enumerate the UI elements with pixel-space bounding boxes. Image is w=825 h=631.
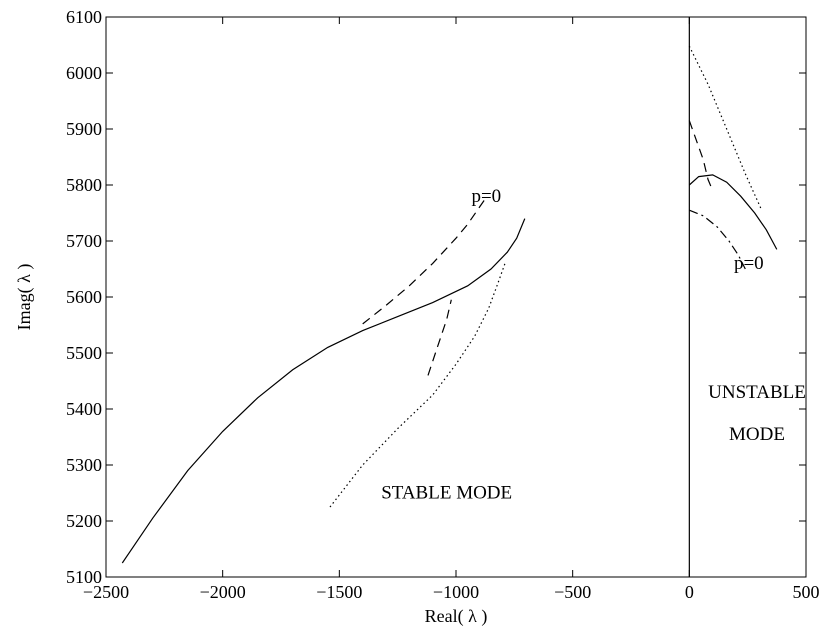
y-tick-label: 5500 bbox=[66, 343, 102, 363]
series-line-dashed-5 bbox=[688, 120, 713, 189]
x-tick-label: −2500 bbox=[83, 582, 129, 602]
x-tick-label: 500 bbox=[793, 582, 820, 602]
x-tick-label: 0 bbox=[685, 582, 694, 602]
y-tick-label: 5900 bbox=[66, 119, 102, 139]
annotation-0: p=0 bbox=[471, 186, 501, 207]
x-tick-label: −1500 bbox=[316, 582, 362, 602]
series-line-solid-0 bbox=[121, 218, 526, 564]
series-line-dotted-3 bbox=[329, 263, 506, 508]
y-tick-label: 6000 bbox=[66, 63, 102, 83]
y-tick-label: 5800 bbox=[66, 175, 102, 195]
y-tick-label: 6100 bbox=[66, 7, 102, 27]
y-axis-label: Imag( λ ) bbox=[14, 264, 35, 331]
annotations-group: p=0 p=0 STABLE MODE UNSTABLE MODE bbox=[381, 186, 806, 504]
y-tick-label: 5200 bbox=[66, 511, 102, 531]
series-line-dashed-2 bbox=[427, 299, 452, 376]
annotation-4: MODE bbox=[729, 424, 785, 445]
x-axis-label: Real( λ ) bbox=[425, 606, 488, 627]
labels-group: Real( λ ) Imag( λ ) bbox=[14, 264, 487, 627]
series-line-solid-4 bbox=[688, 174, 778, 250]
y-tick-label: 5300 bbox=[66, 455, 102, 475]
y-tick-label: 5700 bbox=[66, 231, 102, 251]
x-tick-label: −500 bbox=[554, 582, 591, 602]
y-tick-label: 5400 bbox=[66, 399, 102, 419]
annotation-2: STABLE MODE bbox=[381, 483, 512, 504]
annotation-3: UNSTABLE bbox=[708, 382, 806, 403]
x-tick-label: −1000 bbox=[433, 582, 479, 602]
y-tick-label: 5600 bbox=[66, 287, 102, 307]
y-tick-label: 5100 bbox=[66, 567, 102, 587]
series-line-dashdot-6 bbox=[689, 209, 746, 270]
x-tick-label: −2000 bbox=[200, 582, 246, 602]
annotation-1: p=0 bbox=[734, 253, 764, 274]
axis-ticks-group: −2500 −2000 −1500 −1000 −500 0 500 5100 5200 5300… bbox=[66, 7, 820, 602]
curves-group bbox=[121, 17, 778, 577]
series-line-dashed-1 bbox=[362, 196, 487, 325]
series-line-dotted-7 bbox=[688, 45, 763, 211]
